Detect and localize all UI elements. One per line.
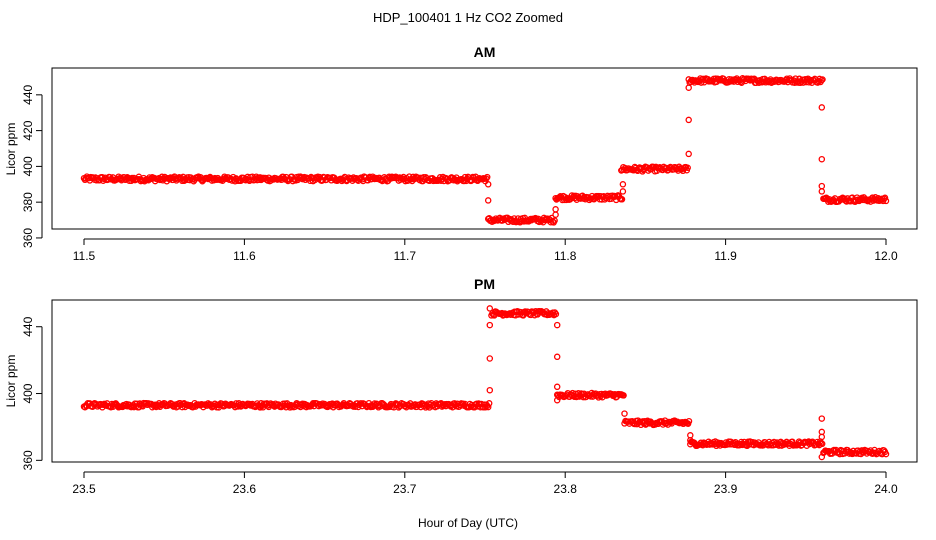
am-data-point: [818, 188, 826, 195]
pm-panel: PM Licor ppm 23.5 23.6 23.7 23.8 23.9 24.0 360…: [4, 276, 918, 496]
am-x-tick-label: 12.0: [874, 249, 898, 263]
pm-y-tick-label: 440: [21, 316, 35, 336]
am-data-point: [818, 182, 826, 190]
pm-panel-title: PM: [474, 276, 495, 292]
am-data-point: [484, 197, 492, 204]
am-data-point: [818, 104, 826, 111]
pm-x-tick-label: 23.5: [72, 482, 96, 496]
pm-x-tick-label: 23.8: [554, 482, 578, 496]
pm-data-point: [552, 310, 560, 318]
am-data-point: [552, 206, 559, 213]
pm-data-point: [818, 453, 826, 461]
am-data-point: [881, 194, 889, 202]
am-x-tick-label: 11.8: [554, 249, 577, 263]
pm-y-tick-label: 400: [21, 383, 35, 403]
am-axis-ticks: 11.5 11.6 11.7 11.8 11.9 12.0 360 380 400 420 440: [21, 85, 898, 263]
pm-x-tick-label: 23.6: [233, 482, 257, 496]
am-data-point: [551, 217, 558, 224]
pm-axis-ticks: 23.5 23.6 23.7 23.8 23.9 24.0 360 400 440: [21, 316, 898, 496]
am-y-tick-label: 380: [21, 192, 35, 212]
am-y-tick-label: 400: [21, 156, 35, 176]
am-plot-frame: [51, 67, 918, 230]
x-axis-label: Hour of Day (UTC): [418, 516, 518, 530]
am-data-point: [619, 181, 627, 188]
pm-data-point: [536, 308, 543, 315]
pm-data-point: [484, 403, 492, 411]
pm-points: [80, 305, 890, 461]
am-data-point: [483, 173, 491, 181]
pm-data-point: [685, 417, 693, 425]
am-data-point: [685, 150, 692, 158]
am-y-tick-label: 440: [21, 85, 35, 105]
am-data-point: [619, 188, 627, 195]
pm-data-point: [818, 440, 826, 448]
am-data-point: [685, 116, 692, 124]
am-points: [80, 75, 890, 226]
pm-data-point: [818, 415, 826, 422]
pm-data-point: [687, 437, 694, 444]
am-panel-title: AM: [474, 44, 496, 60]
pm-x-tick-label: 23.7: [393, 482, 417, 496]
am-data-point: [618, 196, 626, 203]
am-data-point: [684, 164, 691, 172]
am-x-tick-label: 11.5: [73, 249, 96, 263]
am-y-axis-label: Licor ppm: [4, 123, 18, 176]
pm-data-point: [486, 386, 494, 394]
pm-data-point: [553, 383, 561, 391]
pm-data-point: [882, 450, 890, 458]
pm-x-tick-label: 23.9: [714, 482, 738, 496]
pm-y-tick-label: 360: [21, 450, 35, 470]
pm-x-tick-label: 24.0: [874, 482, 898, 496]
am-data-point: [552, 211, 559, 218]
pm-data-point: [553, 321, 561, 329]
am-y-tick-label: 360: [21, 228, 35, 248]
am-data-point: [484, 181, 492, 188]
pm-plot-frame: [51, 299, 918, 463]
chart-title: HDP_100401 1 Hz CO2 Zoomed: [373, 10, 563, 25]
pm-data-point: [553, 396, 561, 404]
pm-data-point: [486, 355, 494, 362]
am-data-point: [685, 84, 692, 91]
pm-data-point: [818, 433, 826, 441]
am-x-tick-label: 11.7: [394, 249, 417, 263]
pm-data-point: [485, 400, 493, 407]
am-data-point: [818, 155, 826, 163]
am-y-tick-label: 420: [21, 120, 35, 140]
pm-data-point: [486, 305, 494, 312]
pm-y-axis-label: Licor ppm: [4, 355, 18, 408]
am-data-point: [819, 76, 826, 83]
am-x-tick-label: 11.6: [233, 249, 256, 263]
pm-data-point: [621, 410, 628, 417]
am-x-tick-label: 11.9: [714, 249, 737, 263]
am-data-point: [882, 197, 890, 205]
am-panel: AM Licor ppm 11.5 11.6 11.7 11.8 11.9 12.0 360…: [4, 44, 918, 263]
pm-data-point: [553, 353, 561, 361]
pm-data-point: [486, 321, 494, 329]
pm-data-point: [620, 392, 627, 399]
